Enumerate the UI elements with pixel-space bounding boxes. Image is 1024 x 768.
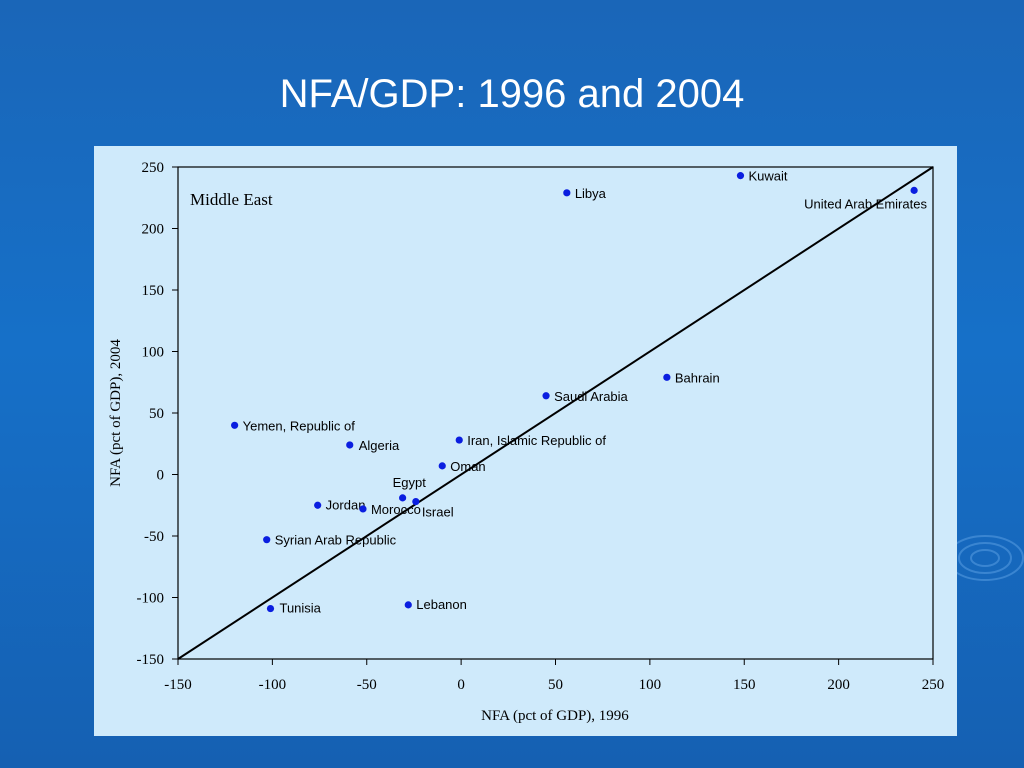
data-point — [438, 462, 446, 470]
point-label: Yemen, Republic of — [243, 418, 356, 433]
data-point — [736, 172, 745, 180]
x-tick-label: -50 — [357, 677, 377, 693]
x-tick-label: 200 — [827, 677, 850, 693]
slide-title: NFA/GDP: 1996 and 2004 — [279, 72, 745, 116]
tick-group: -150 -100 -50 0 50 100 150 200 250 -150 -100 -50 0 50… — [137, 160, 945, 693]
point-label: Algeria — [359, 438, 400, 453]
chart-panel: -150 -100 -50 0 50 100 150 200 250 -150 -100 -50 0 50… — [94, 146, 957, 736]
point-label: Libya — [575, 186, 607, 201]
data-point — [231, 421, 239, 429]
point-label: Egypt — [393, 475, 427, 490]
point-label: Iran, Islamic Republic of — [467, 433, 606, 448]
data-point — [563, 189, 571, 197]
data-point — [314, 501, 322, 509]
x-tick-label: 250 — [922, 677, 945, 693]
x-tick-label: 100 — [639, 677, 662, 693]
x-tick-label: -150 — [164, 677, 192, 693]
y-tick-label: 50 — [149, 406, 164, 422]
point-label: Morocco — [371, 502, 421, 517]
y-tick-label: 0 — [157, 468, 165, 484]
point-label: Tunisia — [279, 601, 321, 616]
point-label: Saudi Arabia — [554, 389, 628, 404]
point-label: Bahrain — [675, 370, 720, 385]
data-point — [346, 441, 354, 449]
diagonal-reference-line — [177, 166, 934, 660]
points-group: Kuwait Libya United Arab Emirates Bahrain Sa… — [231, 169, 927, 616]
data-point — [455, 436, 463, 444]
x-tick-label: 150 — [733, 677, 756, 693]
y-axis-label: NFA (pct of GDP), 2004 — [108, 339, 124, 487]
data-point — [399, 494, 407, 502]
data-point — [263, 536, 271, 544]
point-label: Oman — [450, 459, 485, 474]
point-label: Jordan — [326, 497, 366, 512]
y-tick-label: -100 — [137, 591, 165, 607]
y-tick-label: -50 — [144, 529, 164, 545]
region-annotation: Middle East — [190, 190, 273, 209]
data-point — [404, 601, 412, 609]
data-point — [663, 373, 671, 381]
scatter-chart: -150 -100 -50 0 50 100 150 200 250 -150 -100 -50 0 50… — [108, 160, 945, 724]
y-tick-label: 250 — [142, 160, 165, 176]
y-tick-label: 150 — [142, 283, 165, 299]
x-tick-label: 0 — [457, 677, 465, 693]
x-tick-label: 50 — [548, 677, 563, 693]
data-point — [266, 604, 275, 613]
ripple-decoration — [946, 535, 1024, 581]
y-tick-label: 200 — [142, 222, 165, 238]
data-point — [542, 392, 550, 400]
point-label: United Arab Emirates — [804, 196, 927, 211]
x-tick-label: -100 — [259, 677, 287, 693]
y-tick-label: 100 — [142, 345, 165, 361]
point-label: Israel — [422, 505, 454, 520]
point-label: Syrian Arab Republic — [275, 533, 397, 548]
y-tick-label: -150 — [137, 652, 165, 668]
point-label: Kuwait — [748, 169, 787, 184]
data-point — [412, 497, 420, 506]
data-point — [359, 505, 367, 513]
point-label: Lebanon — [416, 597, 467, 612]
data-point — [910, 186, 918, 194]
x-axis-label: NFA (pct of GDP), 1996 — [481, 708, 629, 724]
